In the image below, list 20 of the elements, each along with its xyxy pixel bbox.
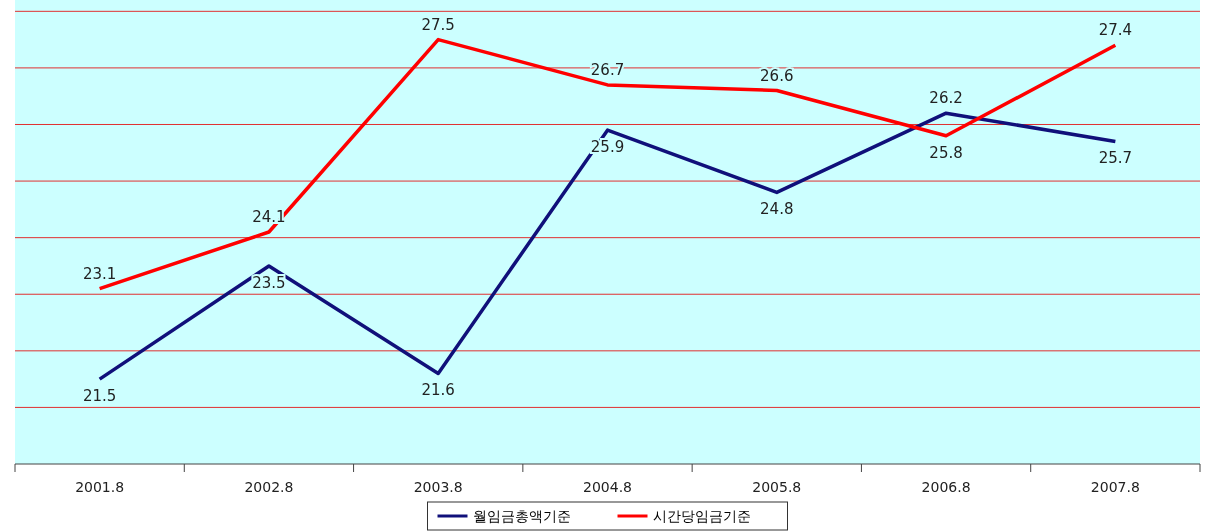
data-label: 25.8 [929, 143, 963, 162]
x-tick-label: 2001.8 [75, 479, 125, 495]
data-label: 27.5 [421, 15, 455, 34]
x-tick-label: 2005.8 [752, 479, 802, 495]
data-label: 25.7 [1098, 149, 1133, 168]
data-label: 21.5 [82, 387, 117, 406]
data-label: 23.1 [82, 264, 117, 283]
x-tick-label: 2003.8 [413, 479, 463, 495]
x-tick-label: 2007.8 [1090, 479, 1140, 495]
x-tick-label: 2004.8 [583, 479, 632, 495]
data-label: 27.4 [1098, 21, 1133, 40]
legend-label: 시간당임금기준 [652, 508, 751, 524]
data-label: 24.8 [760, 200, 794, 219]
data-label: 23.5 [252, 273, 286, 292]
data-label: 26.6 [760, 66, 794, 85]
data-label: 26.2 [929, 89, 963, 108]
data-label: 21.6 [421, 381, 455, 400]
x-tick-label: 2002.8 [244, 479, 294, 495]
x-tick-label: 2006.8 [921, 479, 971, 495]
legend-label: 월임금총액기준 [472, 508, 571, 524]
